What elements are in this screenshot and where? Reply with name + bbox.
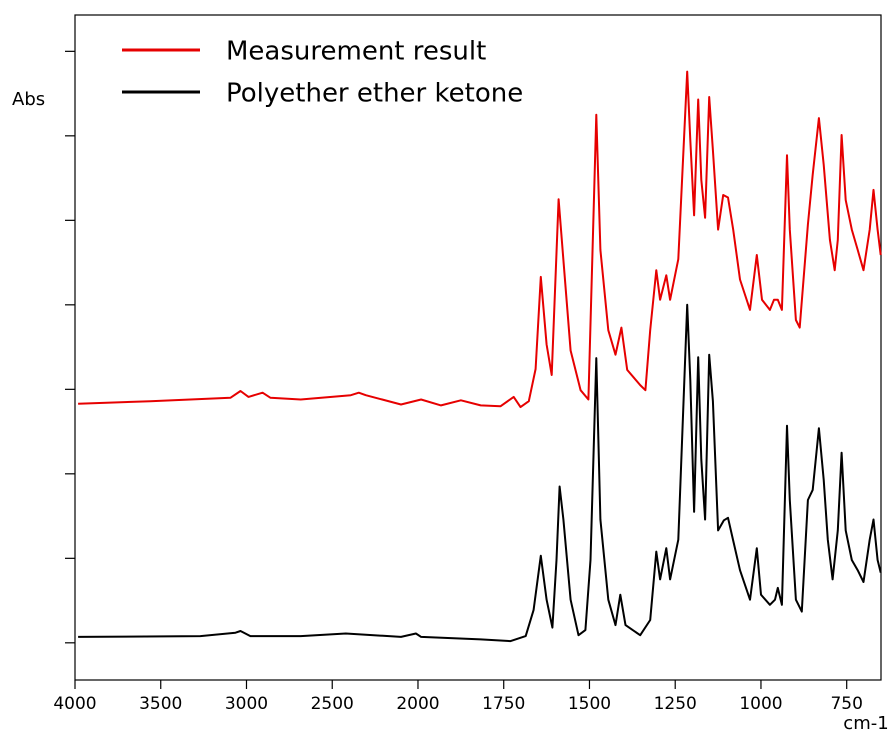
- x-tick-label: 3500: [139, 694, 182, 714]
- x-tick-label: 1750: [482, 694, 525, 714]
- y-axis-label: Abs: [12, 89, 45, 110]
- x-tick-label: 3000: [225, 694, 268, 714]
- legend-label: Polyether ether ketone: [226, 79, 523, 109]
- x-tick-label: 1250: [654, 694, 697, 714]
- x-tick-label: 1500: [568, 694, 611, 714]
- x-tick-label: 2000: [396, 694, 439, 714]
- spectrum-line: [78, 303, 882, 643]
- x-tick-label: 1000: [739, 694, 782, 714]
- x-tick-label: 2500: [311, 694, 354, 714]
- spectrum-line: [78, 70, 882, 409]
- legend-label: Measurement result: [226, 37, 486, 67]
- x-tick-label: 750: [830, 694, 862, 714]
- plot-frame: [74, 14, 882, 681]
- x-tick-label: 4000: [53, 694, 96, 714]
- x-axis-label: cm-1: [843, 713, 888, 734]
